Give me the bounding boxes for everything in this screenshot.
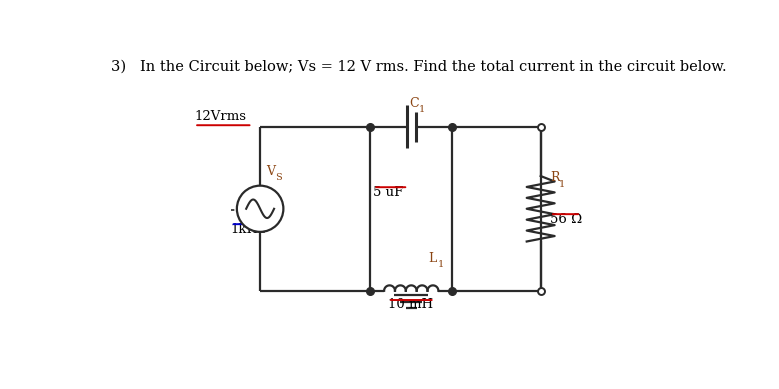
Text: 12Vrms: 12Vrms: [194, 110, 246, 123]
Text: 1: 1: [559, 180, 566, 189]
Text: 3)   In the Circuit below; Vs = 12 V rms. Find the total current in the circuit : 3) In the Circuit below; Vs = 12 V rms. …: [111, 60, 727, 74]
Circle shape: [237, 186, 284, 232]
Text: S: S: [276, 173, 282, 182]
Text: 56 Ω: 56 Ω: [550, 213, 582, 226]
Text: R: R: [550, 171, 559, 184]
Text: 10 mH: 10 mH: [388, 298, 433, 312]
Text: 1: 1: [419, 105, 425, 114]
Text: L: L: [428, 252, 436, 265]
Text: 5 uF: 5 uF: [373, 186, 404, 199]
Text: 1kHz: 1kHz: [231, 223, 266, 236]
Text: V: V: [266, 165, 275, 178]
Text: C: C: [410, 97, 419, 110]
Text: 1: 1: [438, 260, 444, 269]
